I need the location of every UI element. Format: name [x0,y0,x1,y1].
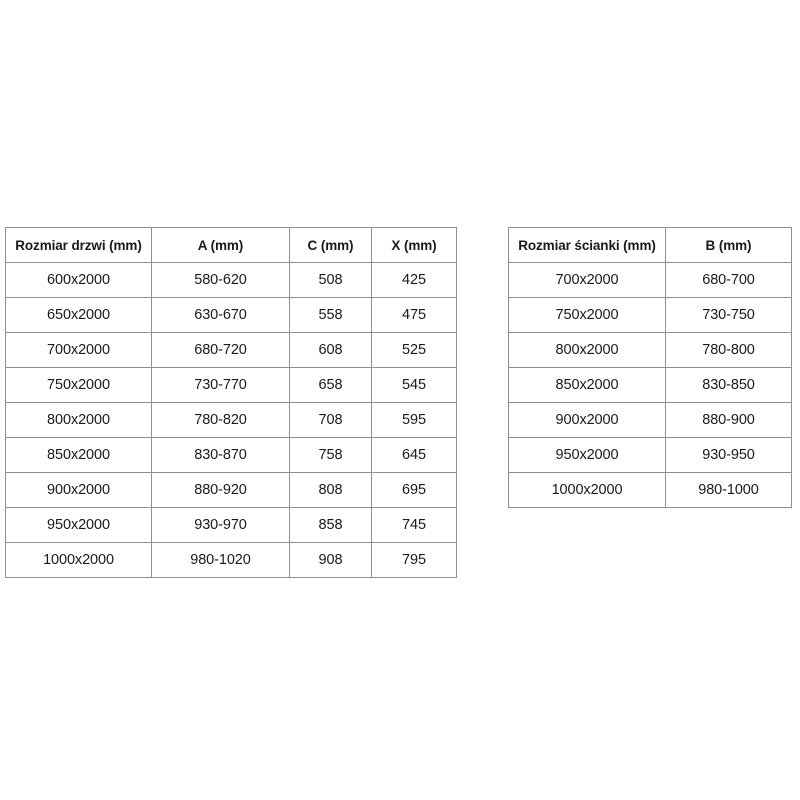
table-row: 850x2000 830-850 [508,367,792,403]
doors-cell-c: 708 [289,402,372,438]
table-row: 950x2000 930-950 [508,437,792,473]
doors-cell-a: 980-1020 [151,542,290,578]
doors-cell-a: 580-620 [151,262,290,298]
doors-cell-c: 808 [289,472,372,508]
doors-table-head: Rozmiar drzwi (mm) A (mm) C (mm) X (mm) [5,227,457,263]
doors-cell-x: 795 [371,542,457,578]
walls-cell-size: 850x2000 [508,367,666,403]
doors-cell-c: 658 [289,367,372,403]
doors-size-table: Rozmiar drzwi (mm) A (mm) C (mm) X (mm) … [5,227,457,578]
doors-cell-size: 700x2000 [5,332,152,368]
table-row: 900x2000 880-920 808 695 [5,472,457,508]
doors-cell-x: 745 [371,507,457,543]
doors-header-x: X (mm) [371,227,457,263]
walls-cell-b: 980-1000 [665,472,792,508]
table-row: 1000x2000 980-1020 908 795 [5,542,457,578]
doors-cell-c: 758 [289,437,372,473]
doors-cell-x: 595 [371,402,457,438]
doors-cell-a: 680-720 [151,332,290,368]
table-row: 800x2000 780-800 [508,332,792,368]
table-row: 750x2000 730-770 658 545 [5,367,457,403]
table-row: 900x2000 880-900 [508,402,792,438]
walls-size-table: Rozmiar ścianki (mm) B (mm) 700x2000 680… [508,227,792,508]
doors-cell-c: 858 [289,507,372,543]
walls-cell-size: 700x2000 [508,262,666,298]
doors-cell-size: 850x2000 [5,437,152,473]
doors-size-table-container: Rozmiar drzwi (mm) A (mm) C (mm) X (mm) … [5,227,457,578]
doors-header-row: Rozmiar drzwi (mm) A (mm) C (mm) X (mm) [5,227,457,263]
doors-cell-c: 508 [289,262,372,298]
doors-cell-x: 645 [371,437,457,473]
walls-header-b: B (mm) [665,227,792,263]
doors-table-body: 600x2000 580-620 508 425 650x2000 630-67… [5,262,457,578]
doors-cell-a: 830-870 [151,437,290,473]
doors-cell-c: 558 [289,297,372,333]
doors-cell-x: 425 [371,262,457,298]
doors-cell-x: 545 [371,367,457,403]
doors-cell-a: 630-670 [151,297,290,333]
doors-cell-size: 750x2000 [5,367,152,403]
doors-cell-c: 908 [289,542,372,578]
table-row: 750x2000 730-750 [508,297,792,333]
doors-cell-c: 608 [289,332,372,368]
doors-cell-a: 930-970 [151,507,290,543]
doors-cell-a: 880-920 [151,472,290,508]
table-row: 700x2000 680-720 608 525 [5,332,457,368]
doors-cell-x: 475 [371,297,457,333]
walls-cell-b: 830-850 [665,367,792,403]
walls-cell-size: 750x2000 [508,297,666,333]
walls-cell-b: 880-900 [665,402,792,438]
doors-header-size: Rozmiar drzwi (mm) [5,227,152,263]
doors-cell-a: 730-770 [151,367,290,403]
table-row: 600x2000 580-620 508 425 [5,262,457,298]
doors-cell-size: 950x2000 [5,507,152,543]
doors-cell-size: 1000x2000 [5,542,152,578]
walls-cell-b: 730-750 [665,297,792,333]
walls-cell-size: 900x2000 [508,402,666,438]
doors-cell-size: 600x2000 [5,262,152,298]
table-row: 1000x2000 980-1000 [508,472,792,508]
walls-cell-size: 800x2000 [508,332,666,368]
walls-cell-size: 1000x2000 [508,472,666,508]
table-row: 950x2000 930-970 858 745 [5,507,457,543]
doors-cell-size: 650x2000 [5,297,152,333]
walls-table-body: 700x2000 680-700 750x2000 730-750 800x20… [508,262,792,508]
walls-cell-b: 780-800 [665,332,792,368]
table-row: 650x2000 630-670 558 475 [5,297,457,333]
table-row: 850x2000 830-870 758 645 [5,437,457,473]
doors-header-c: C (mm) [289,227,372,263]
walls-table-head: Rozmiar ścianki (mm) B (mm) [508,227,792,263]
walls-size-table-container: Rozmiar ścianki (mm) B (mm) 700x2000 680… [508,227,792,508]
doors-cell-x: 695 [371,472,457,508]
doors-cell-size: 900x2000 [5,472,152,508]
doors-cell-a: 780-820 [151,402,290,438]
walls-header-row: Rozmiar ścianki (mm) B (mm) [508,227,792,263]
walls-header-size: Rozmiar ścianki (mm) [508,227,666,263]
doors-header-a: A (mm) [151,227,290,263]
doors-cell-size: 800x2000 [5,402,152,438]
walls-cell-size: 950x2000 [508,437,666,473]
table-row: 700x2000 680-700 [508,262,792,298]
doors-cell-x: 525 [371,332,457,368]
walls-cell-b: 930-950 [665,437,792,473]
table-row: 800x2000 780-820 708 595 [5,402,457,438]
walls-cell-b: 680-700 [665,262,792,298]
